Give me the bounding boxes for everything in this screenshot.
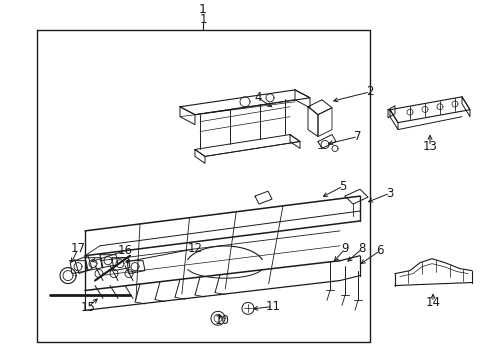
- Text: 5: 5: [339, 180, 346, 193]
- Text: 16: 16: [117, 244, 132, 257]
- Text: 17: 17: [70, 242, 85, 255]
- Text: 12: 12: [187, 242, 202, 255]
- Text: 3: 3: [386, 186, 393, 200]
- Text: 13: 13: [422, 140, 437, 153]
- Text: 15: 15: [81, 301, 95, 314]
- Text: 11: 11: [265, 300, 280, 313]
- Text: 9: 9: [341, 242, 348, 255]
- Text: 2: 2: [366, 85, 373, 98]
- Text: 10: 10: [214, 314, 229, 327]
- Text: 7: 7: [353, 130, 361, 143]
- Text: 8: 8: [358, 242, 365, 255]
- Text: 1: 1: [199, 13, 206, 26]
- Text: 6: 6: [375, 244, 383, 257]
- Text: 14: 14: [425, 296, 440, 309]
- Text: 1: 1: [199, 3, 206, 16]
- Text: 4: 4: [254, 91, 261, 104]
